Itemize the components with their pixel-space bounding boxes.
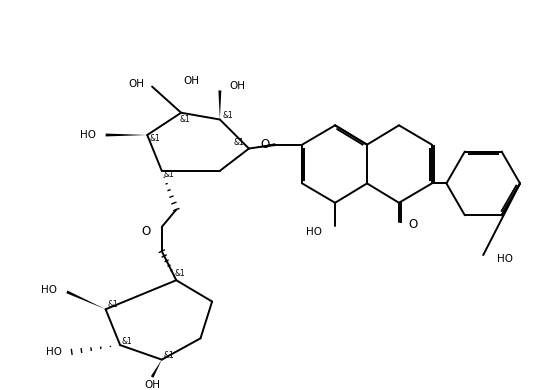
Text: &1: &1 [163,351,174,360]
Text: OH: OH [144,380,160,390]
Text: &1: &1 [107,300,118,309]
Text: O: O [408,218,417,230]
Text: &1: &1 [163,170,174,179]
Text: HO: HO [497,254,513,264]
Text: OH: OH [183,76,199,86]
Text: O: O [141,225,150,238]
Text: HO: HO [41,285,57,295]
Text: &1: &1 [234,138,244,147]
Text: HO: HO [46,347,62,357]
Polygon shape [249,143,275,149]
Text: OH: OH [229,81,246,90]
Text: &1: &1 [150,135,160,144]
Text: HO: HO [80,130,96,140]
Polygon shape [218,90,221,119]
Polygon shape [66,291,106,309]
Text: HO: HO [305,227,321,237]
Text: &1: &1 [122,337,132,346]
Text: &1: &1 [175,269,186,278]
Text: OH: OH [128,79,144,89]
Text: O: O [260,138,269,151]
Text: &1: &1 [180,115,190,124]
Polygon shape [106,133,147,136]
Text: &1: &1 [222,111,233,120]
Polygon shape [151,360,162,378]
